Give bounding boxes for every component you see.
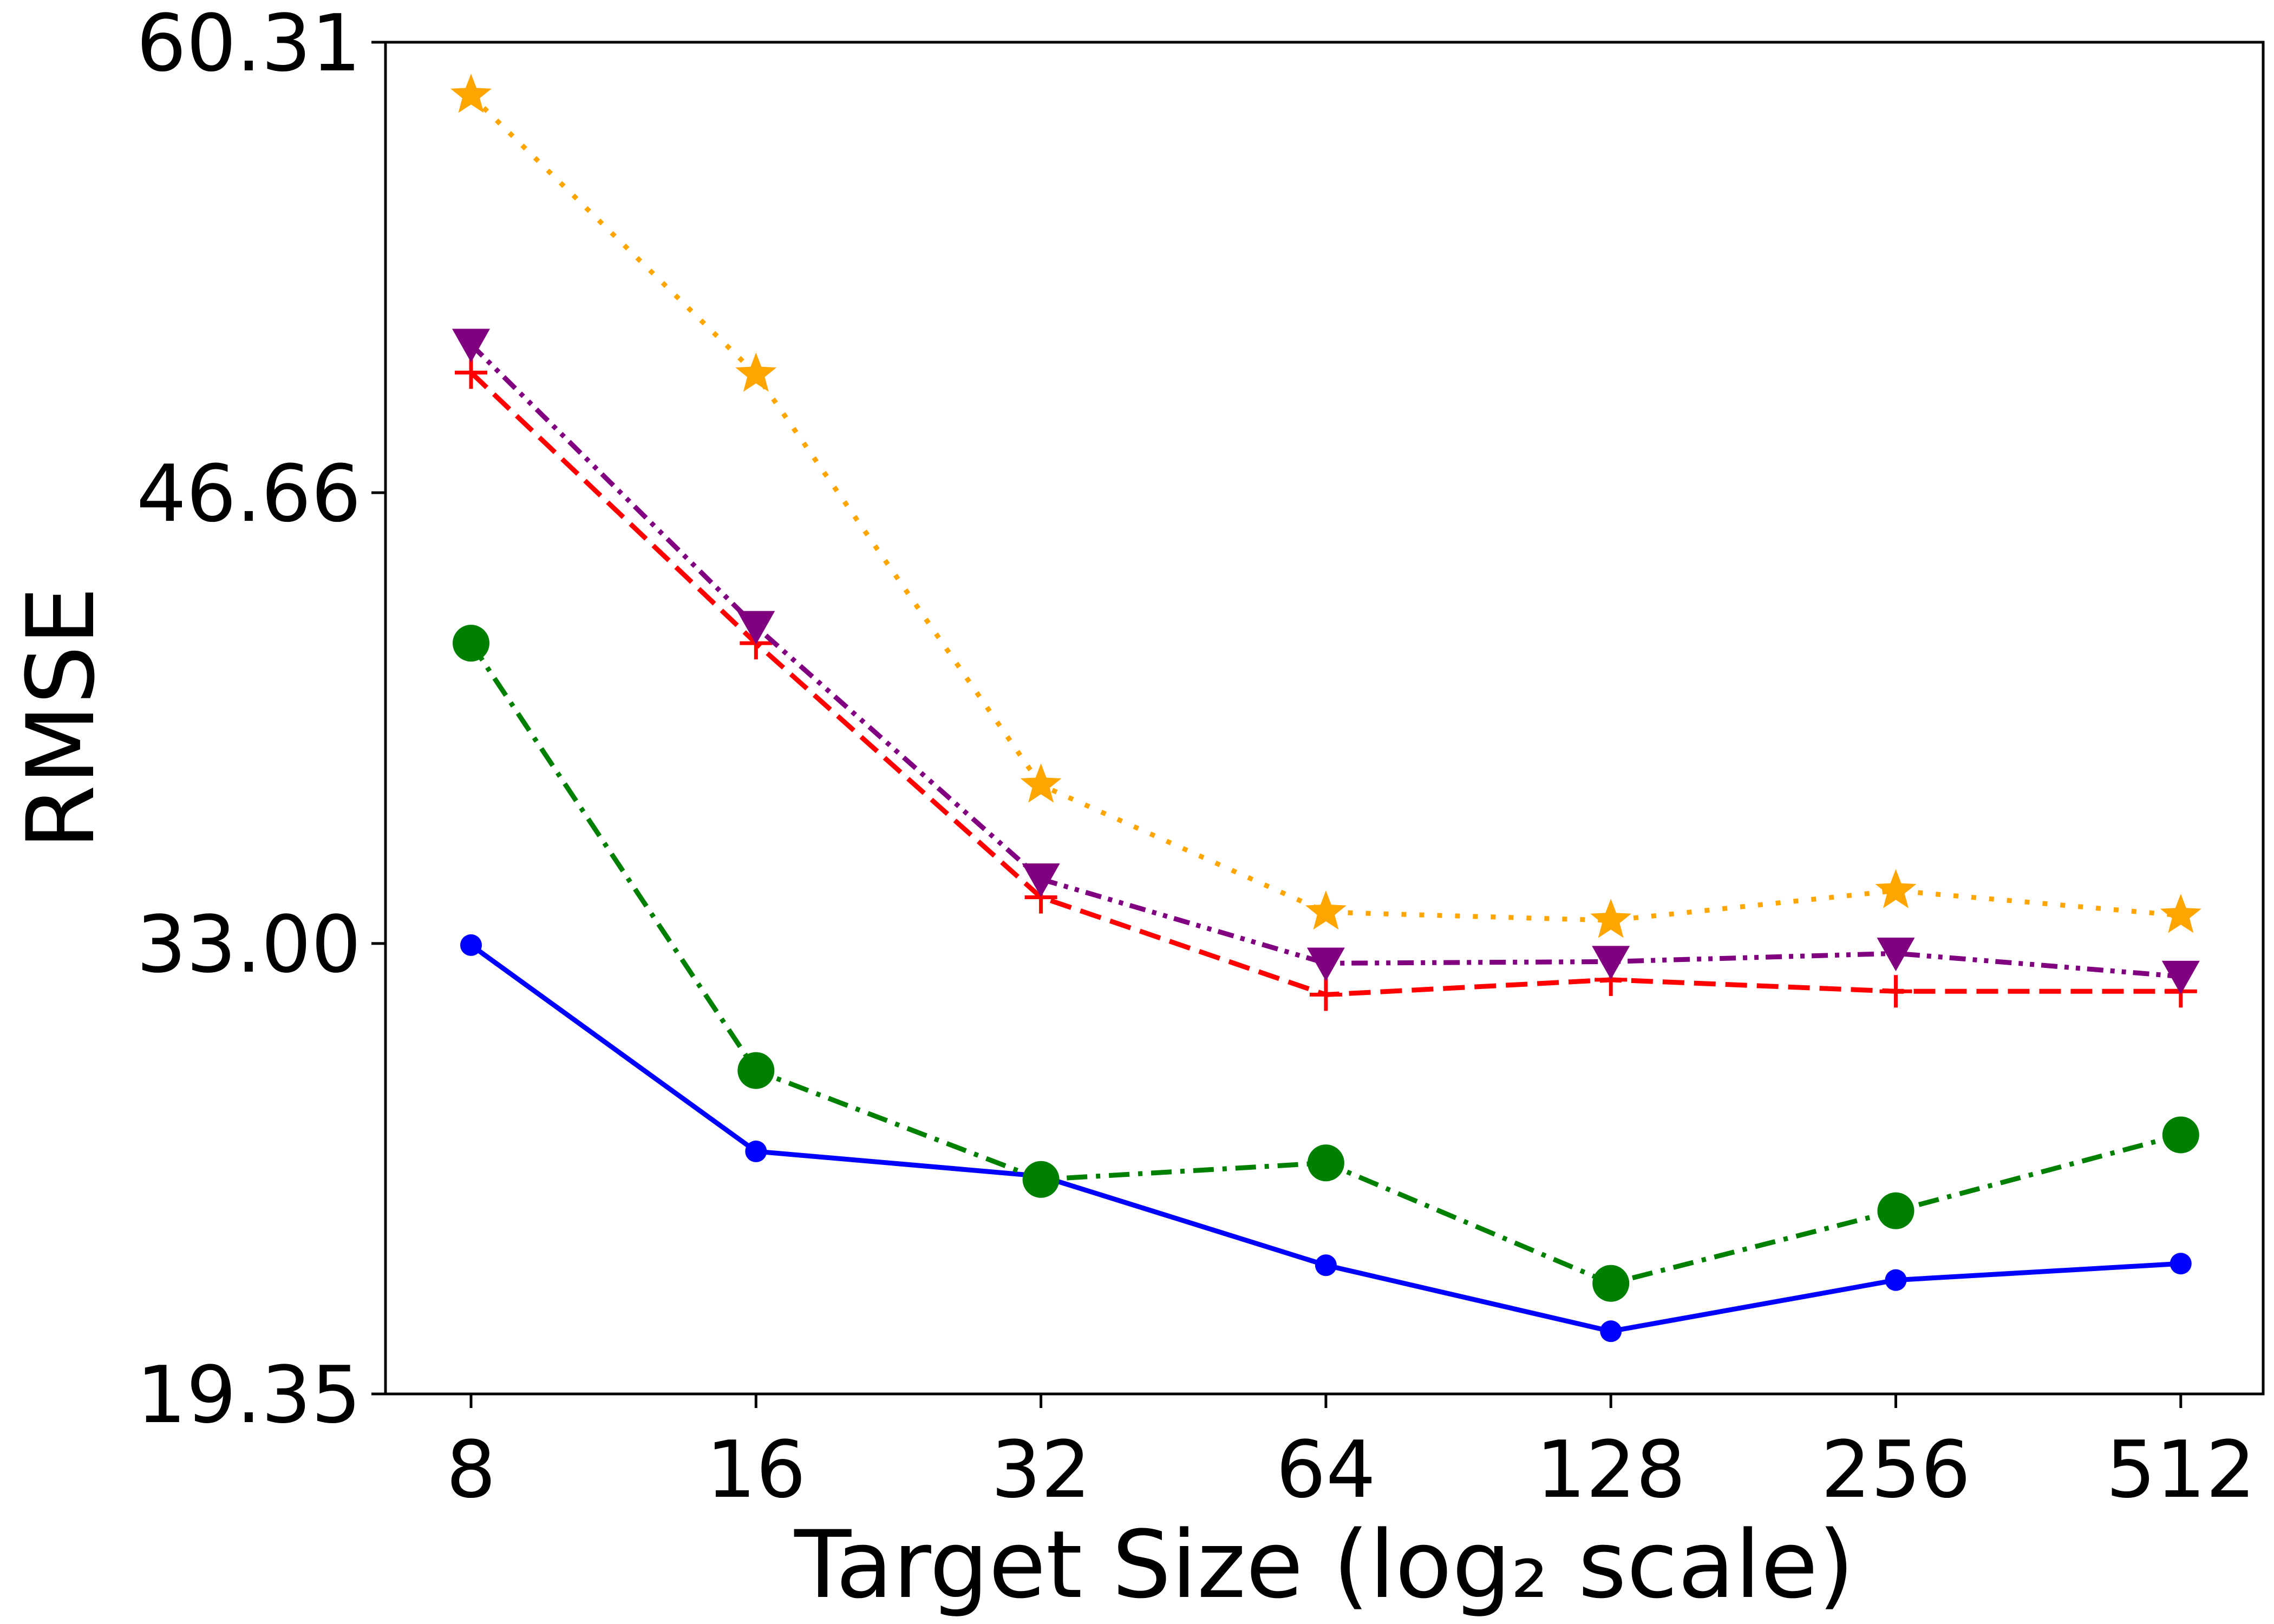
data-point — [2160, 894, 2201, 933]
data-point — [737, 1052, 775, 1089]
data-point — [1590, 899, 1632, 938]
series-4 — [452, 329, 2200, 994]
x-tick-label: 8 — [446, 1424, 496, 1516]
plot-area-frame — [384, 41, 2265, 1396]
x-tick-label: 16 — [706, 1424, 806, 1516]
series-2 — [453, 625, 2199, 1302]
data-point — [453, 625, 489, 662]
data-point — [1877, 938, 1915, 972]
data-point — [2170, 1253, 2192, 1275]
series-line — [469, 343, 2181, 979]
y-tick-label: 33.00 — [136, 899, 361, 991]
data-point — [1305, 890, 1347, 930]
data-point — [1309, 978, 1342, 1011]
data-point — [1022, 863, 1060, 897]
data-point — [1306, 947, 1345, 981]
y-axis-label: RMSE — [6, 587, 115, 850]
series-1 — [460, 934, 2192, 1343]
data-point — [450, 74, 492, 113]
data-point — [1592, 946, 1630, 980]
x-tick-label: 128 — [1536, 1424, 1686, 1516]
series-5 — [450, 74, 2201, 938]
x-tick-label: 32 — [991, 1424, 1091, 1516]
x-tick-label: 256 — [1821, 1424, 1971, 1516]
y-tick-label: 46.66 — [136, 448, 361, 540]
y-tick-label: 19.35 — [136, 1350, 361, 1441]
data-point — [1877, 1192, 1914, 1229]
data-point — [452, 329, 490, 363]
data-point — [1315, 1254, 1337, 1276]
series-line — [469, 93, 2181, 923]
data-point — [1600, 1320, 1622, 1343]
data-point — [1592, 1265, 1630, 1302]
data-point — [460, 934, 482, 956]
data-point — [1307, 1144, 1344, 1182]
data-point — [2161, 960, 2200, 994]
data-point — [745, 1140, 767, 1162]
data-point — [1885, 1269, 1907, 1291]
data-point — [1879, 975, 1912, 1008]
data-point — [1020, 763, 1062, 803]
x-tick-label: 512 — [2106, 1424, 2256, 1516]
series-layer — [450, 74, 2201, 1343]
y-tick-label: 60.31 — [136, 0, 361, 89]
data-point — [1875, 869, 1917, 908]
x-tick-label: 64 — [1276, 1424, 1376, 1516]
data-point — [1022, 1161, 1060, 1198]
data-point — [2162, 1116, 2199, 1154]
x-axis-label: Target Size (log₂ scale) — [794, 1510, 1854, 1619]
data-point — [737, 611, 775, 645]
data-point — [735, 352, 777, 392]
x-axis-ticks: 8 16 32 64 128 256 512 — [446, 1394, 2256, 1516]
y-axis-ticks: 19.35 33.00 46.66 60.31 — [136, 0, 385, 1441]
